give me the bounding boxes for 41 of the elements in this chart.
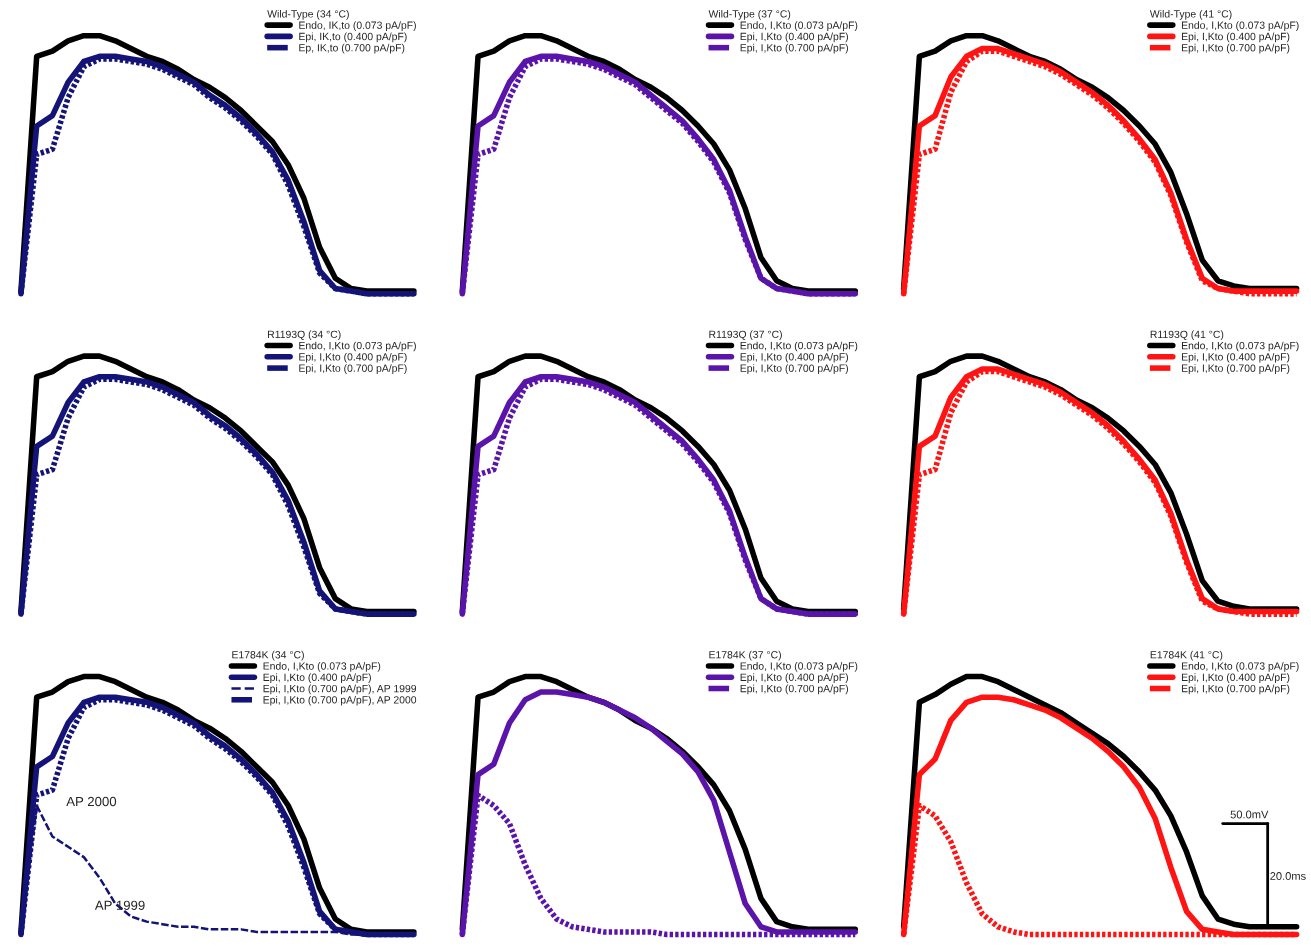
legend-title: Wild-Type (34 °C) [267, 9, 349, 20]
legend-title: R1193Q (41 °C) [1150, 330, 1224, 341]
legend-label: Epi, I,Kto (0.700 pA/pF) [740, 364, 848, 374]
annotation: 50.0mV [1230, 810, 1269, 819]
legend-label: Epi, I,Kto (0.400 pA/pF) [1181, 352, 1290, 363]
legend-label: Endo, I,Kto (0.073 pA/pF) [740, 341, 858, 352]
legend-label: Epi, I,Kto (0.400 pA/pF) [740, 673, 848, 684]
legend-label: Endo, I,Kto (0.073 pA/pF) [740, 21, 858, 31]
legend-label: Epi, IK,to (0.400 pA/pF) [299, 32, 407, 43]
legend-title: Wild-Type (41 °C) [1149, 9, 1232, 20]
legend-title: R1193Q (34 °C) [268, 330, 341, 341]
annotation: AP 1999 [94, 900, 145, 910]
legend-label: Endo, IK,to (0.073 pA/pF) [299, 21, 416, 31]
legend-label: Endo, I,Kto (0.073 pA/pF) [263, 662, 381, 672]
legend-label: Ep, IK,to (0.700 pA/pF) [299, 43, 405, 54]
legend-label: Endo, I,Kto (0.073 pA/pF) [1181, 662, 1299, 672]
legend-label: Epi, I,Kto (0.400 pA/pF) [740, 32, 848, 43]
legend-label: Epi, I,Kto (0.700 pA/pF) [740, 43, 848, 54]
legend-label: Epi, I,Kto (0.400 pA/pF) [1181, 673, 1290, 684]
legend-label: Epi, I,Kto (0.400 pA/pF) [740, 352, 848, 363]
legend-label: Epi, I,Kto (0.700 pA/pF) [299, 364, 407, 374]
legend-label: Endo, I,Kto (0.073 pA/pF) [1181, 341, 1299, 352]
legend-label: Endo, I,Kto (0.073 pA/pF) [1181, 21, 1299, 31]
legend-title: E1784K (41 °C) [1150, 650, 1223, 661]
legend-label: Epi, I,Kto (0.700 pA/pF), AP 2000 [263, 695, 417, 706]
legend-label: Epi, I,Kto (0.400 pA/pF) [299, 352, 407, 363]
legend-label: Epi, I,Kto (0.700 pA/pF) [1181, 43, 1290, 54]
legend-title: E1784K (37 °C) [709, 650, 781, 661]
legend-label: Epi, I,Kto (0.700 pA/pF) [1181, 684, 1290, 695]
legend-title: Wild-Type (37 °C) [708, 9, 791, 20]
legend-label: Epi, I,Kto (0.400 pA/pF) [1181, 32, 1290, 43]
legend-label: Epi, I,Kto (0.700 pA/pF) [740, 684, 848, 695]
legend-label: Endo, I,Kto (0.073 pA/pF) [740, 662, 858, 672]
annotation: AP 2000 [66, 796, 117, 807]
legend-label: Epi, I,Kto (0.700 pA/pF) [1181, 364, 1290, 374]
legend-label: Endo, I,Kto (0.073 pA/pF) [299, 341, 416, 352]
legend-label: Epi, I,Kto (0.700 pA/pF), AP 1999 [263, 684, 417, 695]
legend-title: E1784K (34 °C) [232, 650, 304, 661]
legend-title: R1193Q (37 °C) [709, 330, 782, 341]
annotation: 20.0ms [1270, 872, 1306, 880]
legend-label: Epi, I,Kto (0.400 pA/pF) [263, 673, 371, 684]
